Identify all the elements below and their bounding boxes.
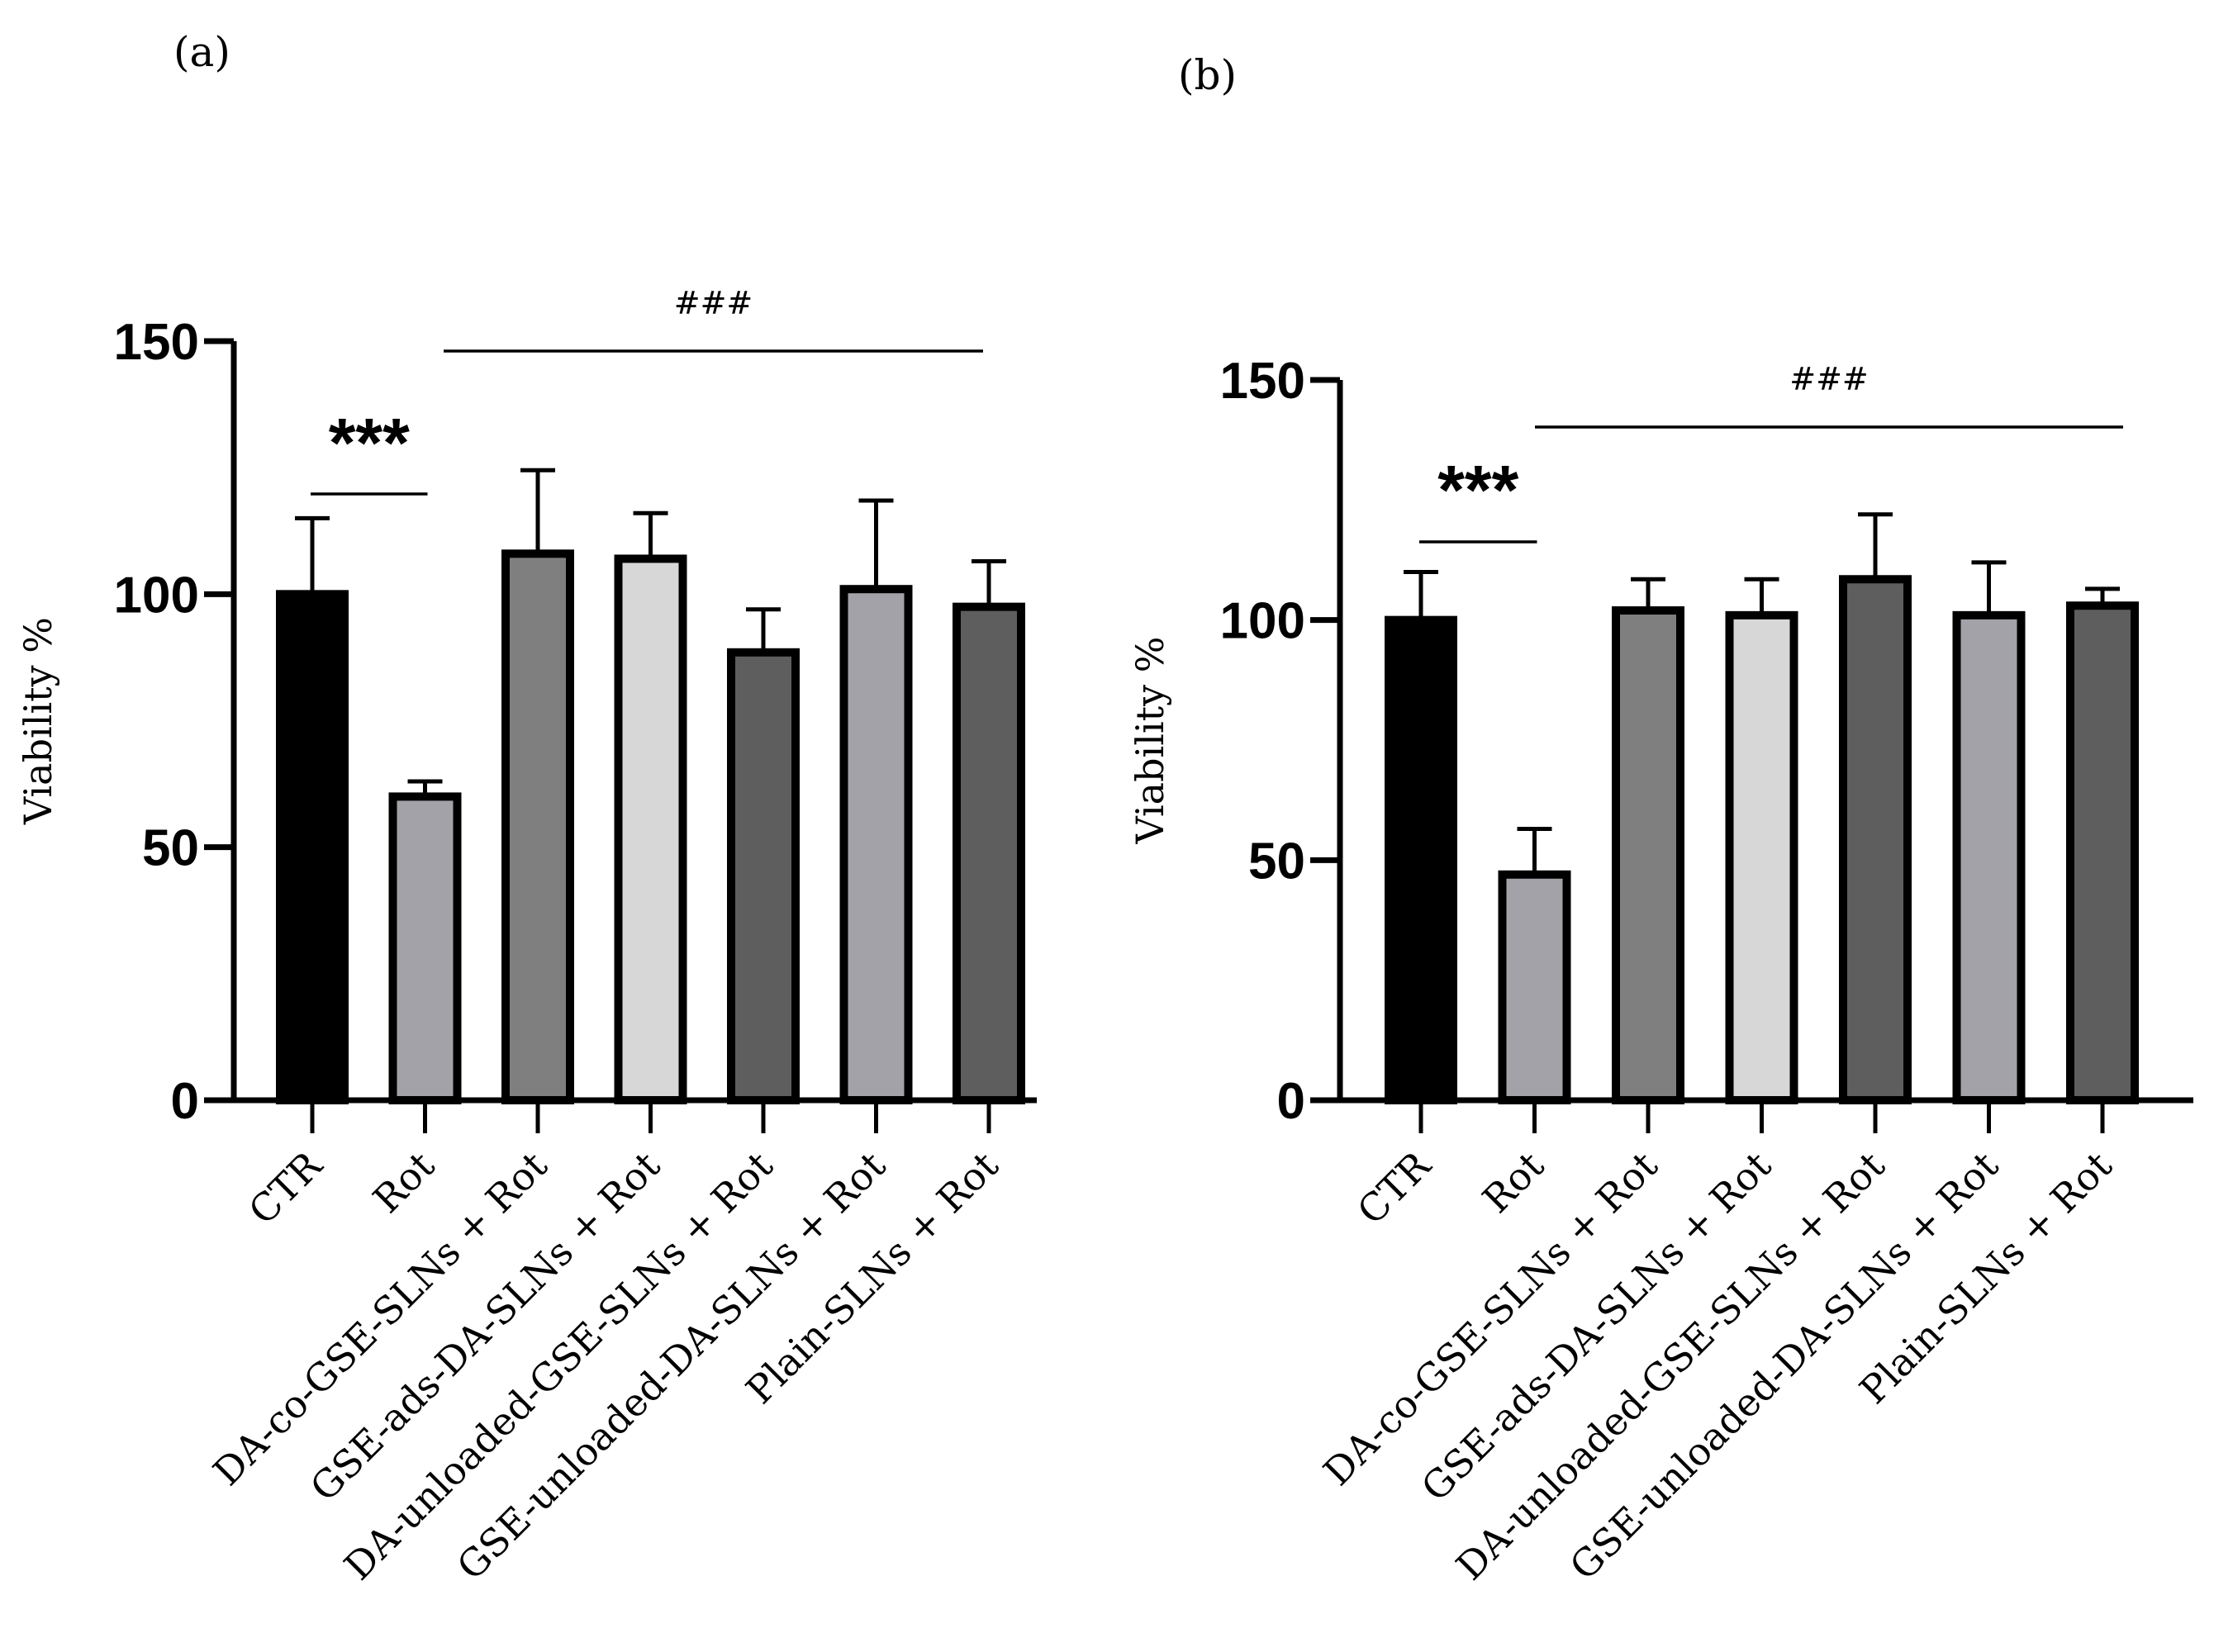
bar — [1725, 610, 1798, 1104]
y-tick-label: 100 — [114, 567, 199, 624]
bar — [501, 549, 574, 1104]
significance-hashes: ### — [1789, 361, 1869, 397]
panel-label: (b) — [1178, 51, 1237, 99]
bar — [1385, 615, 1457, 1104]
significance-stars: *** — [1437, 451, 1518, 529]
bar — [1839, 575, 1912, 1104]
bar — [839, 585, 913, 1104]
bar — [1498, 870, 1571, 1104]
x-tick-label: CTR — [1349, 1142, 1440, 1233]
significance-hashes: ### — [674, 285, 753, 321]
y-axis-title: Viability % — [16, 617, 60, 825]
bar — [2066, 601, 2139, 1104]
significance-stars: *** — [329, 404, 410, 482]
bar — [1952, 610, 2026, 1104]
y-tick-label: 150 — [1220, 353, 1305, 410]
bar — [276, 590, 349, 1104]
bar — [953, 602, 1025, 1104]
bar — [1612, 606, 1684, 1104]
bar — [388, 792, 462, 1105]
x-tick-label: CTR — [240, 1142, 331, 1233]
y-tick-label: 0 — [171, 1073, 199, 1130]
panel-label: (a) — [173, 28, 230, 76]
x-tick-label: Rot — [1474, 1142, 1553, 1222]
x-tick-label: Rot — [364, 1142, 444, 1222]
y-tick-label: 50 — [1248, 833, 1305, 890]
y-tick-label: 0 — [1277, 1073, 1305, 1130]
y-tick-label: 50 — [142, 820, 199, 877]
y-tick-label: 100 — [1220, 593, 1305, 650]
y-axis-title: Viability % — [1128, 637, 1172, 845]
bar — [727, 648, 800, 1104]
y-tick-label: 150 — [114, 314, 199, 371]
bar — [614, 554, 687, 1104]
